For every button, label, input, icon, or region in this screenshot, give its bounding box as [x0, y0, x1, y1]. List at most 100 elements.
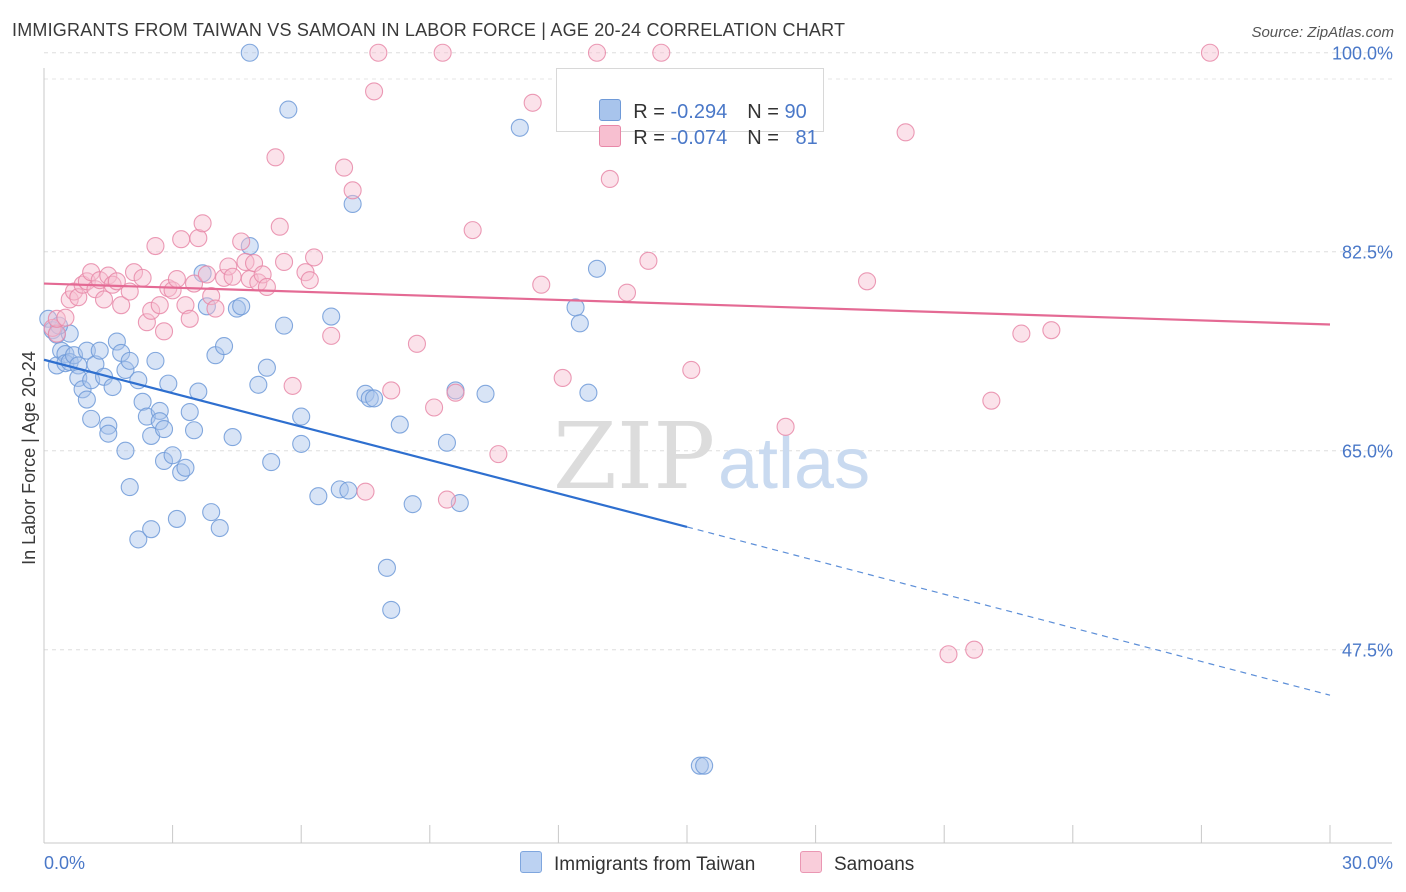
taiwan-point [403, 495, 422, 514]
samoan-point [223, 267, 242, 286]
samoan-point [587, 43, 607, 62]
taiwan-point [292, 407, 311, 426]
series-label-samoans: Samoans [834, 854, 915, 875]
taiwan-point [365, 389, 384, 408]
taiwan-point [77, 341, 96, 360]
samoan-point [232, 232, 251, 251]
series-legend-samoans: Samoans [800, 851, 914, 876]
legend-r-label: R = [633, 127, 671, 149]
taiwan-point [275, 316, 294, 335]
legend-swatch-taiwan [599, 99, 622, 121]
samoan-point [382, 381, 401, 400]
samoan-point [776, 417, 795, 436]
taiwan-point [146, 351, 165, 370]
samoan-point [1012, 324, 1031, 343]
samoan-point [532, 275, 551, 294]
taiwan-point [210, 518, 229, 538]
legend-swatch-samoans [599, 125, 622, 147]
taiwan-point [510, 118, 529, 137]
samoan-point [56, 308, 75, 327]
samoan-point [523, 93, 542, 112]
samoan-point [176, 296, 195, 315]
x-tick-label: 30.0% [1342, 853, 1393, 873]
samoan-point [193, 214, 212, 233]
samoan-point [322, 326, 341, 345]
taiwan-point [343, 194, 362, 214]
samoan-point [146, 236, 165, 256]
taiwan-point [82, 409, 101, 428]
taiwan-point [150, 401, 169, 420]
stats-legend: R = -0.294 N = 90 R = -0.074 N = 81 [556, 68, 824, 149]
taiwan-point [142, 520, 161, 539]
taiwan-point [202, 503, 221, 522]
legend-n-label: N = [747, 101, 785, 123]
taiwan-point [176, 458, 195, 477]
samoan-point [167, 269, 186, 289]
samoan-point [407, 334, 426, 353]
samoan-point [172, 230, 191, 249]
legend-n-value: 81 [795, 127, 818, 149]
taiwan-point [120, 478, 139, 497]
series-label-taiwan: Immigrants from Taiwan [554, 854, 756, 875]
series-swatch-taiwan [520, 851, 542, 873]
taiwan-point [120, 351, 139, 370]
y-tick-label: 100.0% [1332, 44, 1393, 64]
samoan-point [425, 398, 444, 417]
watermark: ZIP atlas [553, 403, 870, 510]
samoan-point [163, 281, 182, 300]
samoan-point [94, 290, 114, 309]
taiwan-point [90, 341, 109, 360]
taiwan-point [476, 384, 495, 403]
samoan-point [112, 296, 131, 315]
taiwan-point [133, 392, 152, 411]
samoan-point [257, 277, 276, 297]
taiwan-point [129, 530, 148, 549]
samoan-point [47, 324, 66, 343]
samoan-point [150, 296, 169, 315]
taiwan-point [292, 434, 311, 453]
taiwan-point [587, 259, 607, 278]
samoan-point [553, 368, 572, 387]
samoan-point [600, 169, 619, 189]
samoan-point [365, 82, 384, 101]
legend-r-value: -0.074 [670, 127, 728, 149]
samoan-point [652, 43, 671, 62]
samoan-point [437, 490, 456, 509]
y-axis-label: In Labor Force | Age 20-24 [19, 351, 39, 565]
taiwan-point [249, 375, 268, 394]
legend-n-label: N = [747, 127, 785, 149]
taiwan-point [116, 441, 135, 460]
y-tick-label: 47.5% [1342, 641, 1393, 661]
taiwan-point [163, 446, 182, 465]
y-tick-label: 82.5% [1342, 243, 1393, 263]
taiwan-point [167, 509, 186, 528]
legend-n-value: 90 [784, 101, 807, 123]
y-tick-label: 65.0% [1342, 442, 1393, 462]
taiwan-point [180, 403, 199, 422]
taiwan-point [262, 453, 281, 472]
legend-row-taiwan: R = -0.294 N = 90 [577, 76, 807, 123]
taiwan-point [279, 100, 298, 119]
taiwan-point [116, 360, 135, 380]
taiwan-point [214, 337, 234, 356]
data-points [39, 43, 1220, 775]
taiwan-trend-extension [686, 526, 1331, 696]
samoan-point [283, 376, 302, 395]
samoan-point [305, 248, 324, 267]
samoan-point [617, 283, 637, 302]
samoan-point [982, 391, 1001, 410]
taiwan-point [390, 415, 409, 434]
samoan-point [639, 251, 658, 270]
series-legend: Immigrants from Taiwan Samoans [0, 851, 1406, 879]
samoan-point [896, 123, 915, 142]
taiwan-point [240, 43, 259, 62]
taiwan-point [223, 428, 242, 447]
taiwan-point [690, 756, 709, 775]
samoan-trend-line [43, 282, 1331, 326]
samoan-point [489, 445, 508, 464]
taiwan-point [77, 390, 96, 409]
chart-title: IMMIGRANTS FROM TAIWAN VS SAMOAN IN LABO… [12, 20, 846, 40]
taiwan-point [103, 377, 122, 397]
taiwan-point [339, 481, 358, 500]
